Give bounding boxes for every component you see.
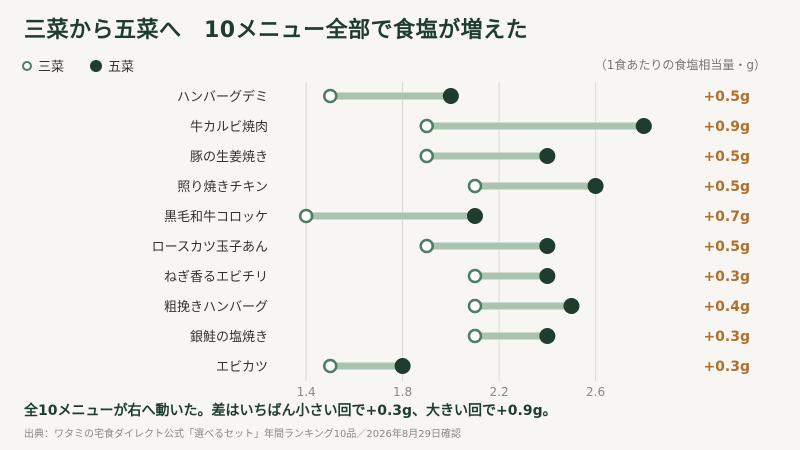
diff-label: +0.3g: [703, 329, 750, 345]
filled-circle-icon: [90, 59, 103, 72]
diff-label: +0.7g: [703, 209, 750, 225]
sansai-point: [419, 148, 434, 164]
sansai-point: [419, 238, 434, 254]
gosai-point: [539, 268, 556, 284]
row-label: 牛カルビ焼肉: [190, 120, 268, 135]
x-tick-label: 2.6: [586, 385, 605, 399]
gosai-point: [539, 148, 556, 164]
gosai-point: [442, 88, 459, 104]
diff-label: +0.9g: [703, 119, 750, 135]
row-label: ハンバーグデミ: [177, 89, 268, 105]
sansai-point: [419, 118, 434, 134]
row-label: 粗挽きハンバーグ: [164, 300, 268, 315]
sansai-point: [322, 358, 338, 374]
diff-label: +0.3g: [703, 359, 750, 375]
source-note: 出典：ワタミの宅食ダイレクト公式「選べるセット」年間ランキング10品／2026年…: [24, 429, 461, 440]
legend-item-open: 三菜: [22, 56, 64, 75]
x-tick-label: 1.4: [297, 385, 316, 399]
sansai-point: [322, 88, 338, 104]
sansai-point: [467, 268, 483, 284]
legend: 三菜 五菜: [22, 56, 152, 75]
row-label: 銀鮭の塩焼き: [190, 330, 268, 345]
diff-label: +0.3g: [703, 269, 750, 285]
diff-label: +0.5g: [703, 149, 750, 165]
sansai-point: [467, 298, 483, 314]
gosai-point: [466, 208, 483, 224]
gosai-point: [539, 328, 556, 344]
x-tick-label: 1.8: [393, 385, 412, 399]
gosai-point: [394, 358, 411, 374]
x-tick-label: 2.2: [490, 385, 509, 399]
row-label: 黒毛和牛コロッケ: [164, 210, 268, 225]
legend-label-filled: 五菜: [108, 60, 135, 75]
gosai-point: [587, 178, 604, 194]
unit-note: （1食あたりの食塩相当量・g）: [594, 58, 766, 72]
gosai-point: [563, 298, 580, 314]
row-label: 照り焼きチキン: [177, 180, 268, 195]
sansai-point: [467, 178, 483, 194]
diff-label: +0.5g: [703, 179, 750, 195]
row-label: エビカツ: [216, 360, 268, 375]
row-label: ロースカツ玉子あん: [152, 240, 268, 255]
diff-label: +0.5g: [703, 89, 750, 105]
gosai-point: [539, 238, 556, 254]
legend-item-filled: 五菜: [90, 56, 134, 75]
diff-label: +0.5g: [703, 239, 750, 255]
row-label: ねぎ香るエビチリ: [164, 270, 268, 285]
diff-label: +0.4g: [703, 299, 750, 315]
row-label: 豚の生姜焼き: [190, 150, 268, 165]
open-circle-icon: [22, 60, 32, 71]
sansai-point: [467, 328, 483, 344]
sansai-point: [298, 208, 314, 224]
chart-title: 三菜から五菜へ 10メニュー全部で食塩が増えた: [24, 18, 529, 43]
legend-label-open: 三菜: [38, 60, 65, 75]
summary-text: 全10メニューが右へ動いた。差はいちばん小さい回で+0.3g、大きい回で+0.9…: [24, 403, 557, 419]
gosai-point: [635, 118, 652, 134]
